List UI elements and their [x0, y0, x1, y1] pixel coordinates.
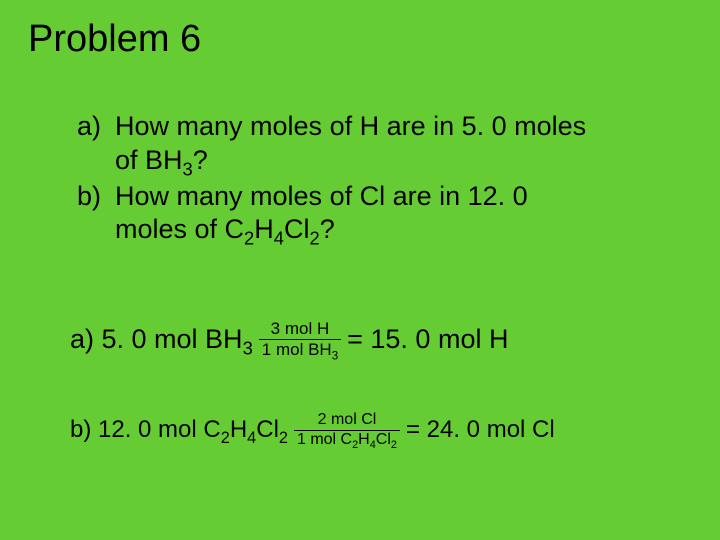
qb-m2: H: [254, 214, 274, 244]
answer-a-result: = 15. 0 mol H: [347, 324, 508, 355]
qb-sub1: 2: [244, 228, 254, 249]
answer-b-frac-num: 2 mol Cl: [315, 412, 380, 430]
answer-a-fraction: 3 mol H 1 mol BH3: [259, 320, 341, 359]
answer-b-lead-prefix: b) 12. 0 mol C: [70, 416, 221, 443]
question-a-line1: How many moles of H are in 5. 0 moles: [115, 111, 586, 141]
ab-lm2: Cl: [256, 416, 279, 443]
ab-den-prefix: 1 mol C: [297, 431, 352, 448]
qb-sub3: 2: [309, 228, 319, 249]
answer-a-lead-sub: 3: [243, 337, 253, 358]
question-b-marker: b): [70, 180, 115, 248]
question-list: a) How many moles of H are in 5. 0 moles…: [70, 110, 660, 249]
ab-dm2: Cl: [376, 431, 391, 448]
ab-dm1: H: [358, 431, 370, 448]
qb-suffix: ?: [320, 214, 335, 244]
answer-a-frac-num: 3 mol H: [268, 320, 333, 339]
answer-a-den-prefix: 1 mol BH: [262, 340, 332, 359]
ab-lm1: H: [230, 416, 247, 443]
question-a-text: How many moles of H are in 5. 0 moles of…: [115, 110, 660, 178]
answer-a: a) 5. 0 mol BH3 3 mol H 1 mol BH3 = 15. …: [70, 320, 508, 359]
answer-a-den-sub: 3: [332, 350, 338, 362]
ab-ls2: 4: [247, 429, 256, 447]
answer-a-lead-prefix: a) 5. 0 mol BH: [70, 324, 243, 354]
ab-ls3: 2: [279, 429, 288, 447]
question-a-sub: 3: [183, 158, 193, 179]
question-a: a) How many moles of H are in 5. 0 moles…: [70, 110, 660, 178]
ab-ds3: 2: [391, 439, 397, 451]
question-a-marker: a): [70, 110, 115, 178]
answer-b: b) 12. 0 mol C2H4Cl2 2 mol Cl 1 mol C2H4…: [70, 412, 555, 449]
answer-a-frac-den: 1 mol BH3: [259, 339, 341, 359]
question-b-text: How many moles of Cl are in 12. 0 moles …: [115, 180, 660, 248]
answer-b-result: = 24. 0 mol Cl: [406, 416, 555, 444]
question-b: b) How many moles of Cl are in 12. 0 mol…: [70, 180, 660, 248]
question-b-line2-prefix: moles of C: [115, 214, 244, 244]
problem-title: Problem 6: [28, 18, 201, 61]
answer-b-fraction: 2 mol Cl 1 mol C2H4Cl2: [294, 412, 400, 449]
qb-sub2: 4: [274, 228, 284, 249]
question-b-line1: How many moles of Cl are in 12. 0: [115, 181, 528, 211]
ab-ls1: 2: [221, 429, 230, 447]
answer-b-frac-den: 1 mol C2H4Cl2: [294, 430, 400, 449]
question-a-suffix: ?: [193, 145, 208, 175]
qb-m3: Cl: [284, 214, 310, 244]
answer-b-lead: b) 12. 0 mol C2H4Cl2: [70, 416, 288, 444]
answer-a-lead: a) 5. 0 mol BH3: [70, 324, 253, 355]
question-a-line2-prefix: of BH: [115, 145, 183, 175]
